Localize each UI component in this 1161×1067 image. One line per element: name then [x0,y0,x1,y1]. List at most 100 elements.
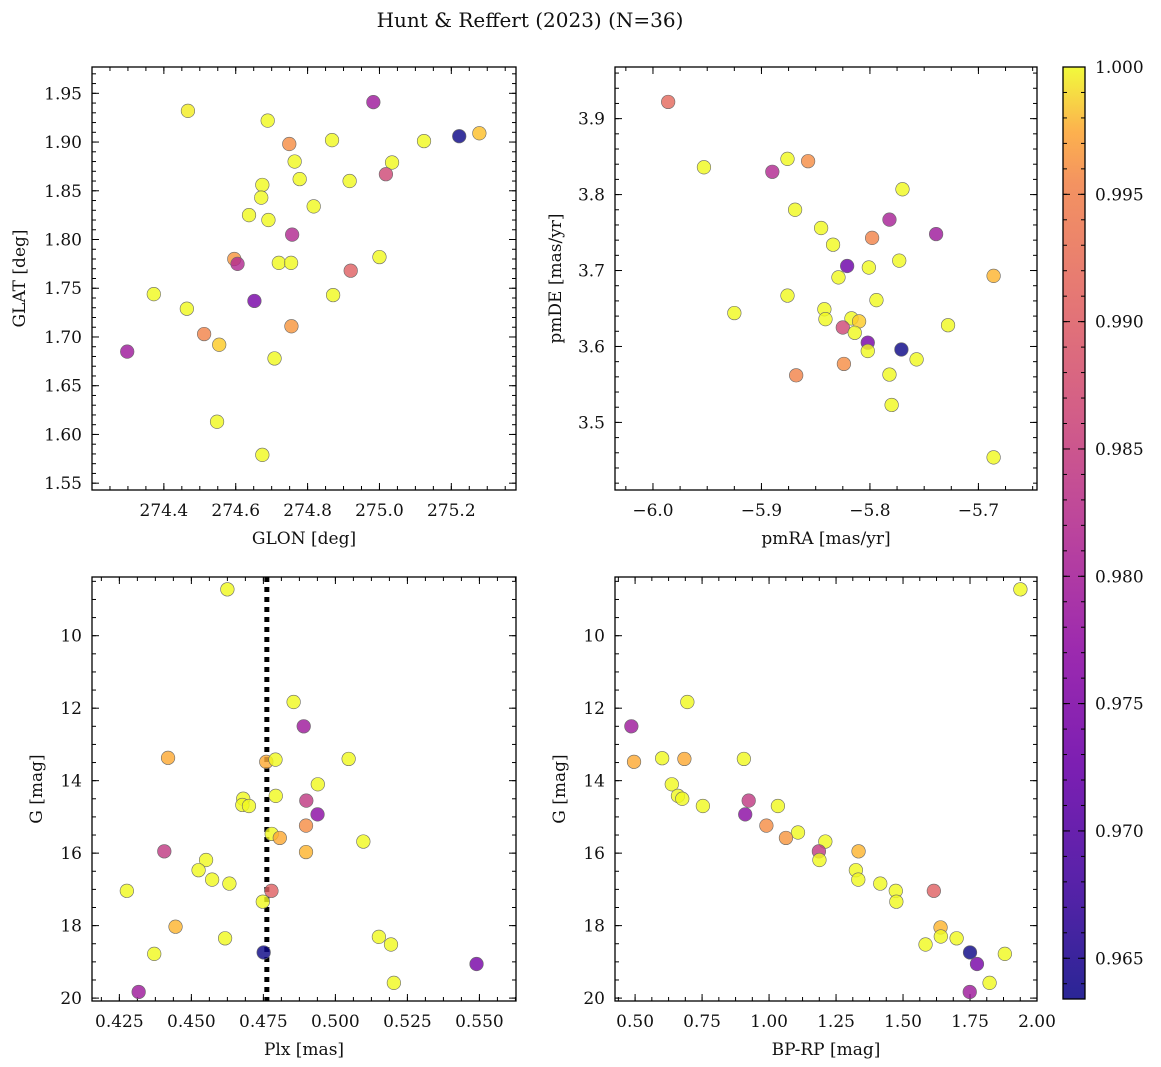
data-point [296,719,311,734]
x-tick-label: 0.525 [383,1012,432,1032]
data-point [212,337,227,352]
y-tick-label: 1.95 [44,84,82,104]
data-point [283,255,299,271]
y-tick-label: 3.9 [578,110,605,130]
data-point [255,177,270,193]
data-point [778,830,794,846]
data-point [147,946,162,961]
data-point [865,230,880,245]
data-point [255,447,270,463]
data-point [889,894,904,909]
data-point [197,326,212,342]
data-point [119,883,134,898]
data-point [949,931,964,946]
data-point [825,237,841,252]
data-point [267,351,282,366]
data-point [882,212,897,227]
y-axis-label: pmDE [mas/yr] [546,213,566,343]
data-point [940,318,956,333]
data-point [962,945,978,960]
data-point [851,872,866,887]
data-point [765,164,780,179]
data-point [626,754,642,769]
data-point [131,984,146,1000]
data-point [741,793,756,808]
data-point [371,929,386,944]
data-point [386,975,401,990]
data-point [217,931,233,946]
data-point [895,182,910,197]
data-point [179,301,194,316]
x-tick-label: 274.8 [283,501,332,521]
y-tick-label: 16 [583,844,605,864]
data-point [205,872,220,887]
data-point [677,751,692,767]
y-tick-label: 10 [583,627,605,647]
axes-frame [614,66,1038,491]
data-point [356,834,371,849]
colorbar-tick-label: 0.980 [1095,567,1144,587]
y-tick-label: 3.6 [578,337,605,357]
data-point [254,190,269,205]
y-tick-label: 1.60 [44,425,82,445]
data-point [260,113,275,128]
data-point [780,151,795,166]
data-point [831,270,846,285]
data-point [343,263,358,278]
data-point [836,356,851,372]
data-point [209,414,225,429]
colorbar-tick-label: 0.970 [1095,822,1144,842]
y-tick-label: 3.5 [578,413,605,433]
data-point [299,793,314,808]
y-axis-label: G [mag] [27,754,47,823]
data-point [160,750,176,765]
x-tick-label: 1.75 [951,1012,989,1032]
data-point [847,325,862,340]
y-tick-label: 1.80 [44,231,82,251]
data-point [310,777,325,792]
panel-glon-glat: 274.4 274.6 274.8 275.0 275.2 1.55 1.60 1.65 1.7… [10,66,517,549]
axes-frame [91,576,517,1002]
y-tick-label: 14 [583,772,605,792]
colorbar-tick-label: 0.995 [1095,185,1144,205]
data-point [787,202,803,217]
data-point [241,798,257,814]
colorbar-tick-label: 0.985 [1095,440,1144,460]
data-point [696,160,712,175]
data-point [285,227,300,242]
y-tick-label: 14 [60,772,82,792]
data-point [986,450,1001,465]
data-point [661,94,676,110]
data-point [286,694,301,710]
data-point [452,129,467,144]
data-point [342,173,357,189]
data-point [341,751,356,767]
data-point [727,305,742,321]
y-tick-label: 1.85 [44,182,82,202]
data-point [738,807,753,822]
colorbar: 0.965 0.970 0.975 0.980 0.985 0.990 0.995 1.000 [1062,58,1144,1000]
x-tick-label: 275.0 [355,501,404,521]
data-point [284,319,299,334]
x-tick-label: −5.8 [849,501,890,521]
data-point [378,167,394,182]
data-point [840,258,855,274]
axes-frame [91,66,517,491]
data-point [256,945,271,960]
data-point [624,719,639,734]
data-point [241,208,257,223]
data-point [326,287,341,303]
x-tick-label: 2.00 [1018,1012,1056,1032]
data-point [180,103,196,118]
figure-title: Hunt & Reffert (2023) (N=36) [377,8,684,32]
data-point [680,694,695,710]
data-point [472,126,487,141]
data-point [869,293,884,308]
y-axis-label: GLAT [deg] [10,229,30,327]
x-tick-label: −6.0 [632,501,673,521]
y-tick-label: 12 [583,699,605,719]
data-point [918,937,933,952]
data-point [909,352,924,367]
y-tick-label: 1.65 [44,377,82,397]
